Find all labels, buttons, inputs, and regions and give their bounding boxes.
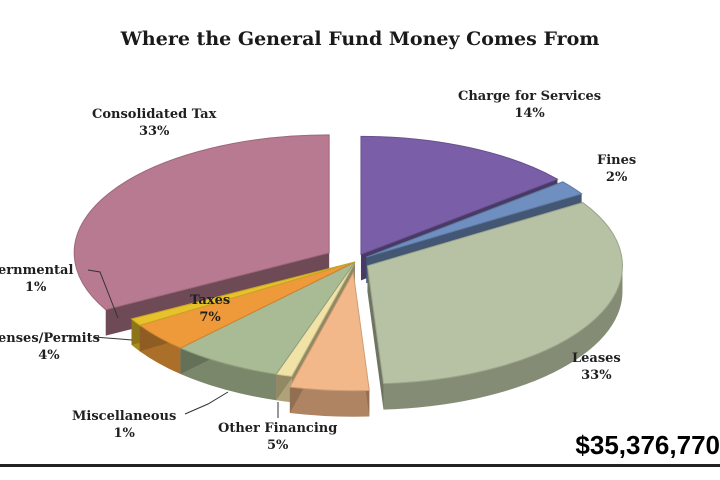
slice-charge-for-services — [360, 135, 559, 256]
label-intergovernmental-pct: 1% — [25, 280, 47, 295]
slice-side-other-financing — [289, 387, 370, 417]
label-fines-pct: 2% — [605, 170, 628, 185]
label-charge-for-services-name: Charge for Services — [458, 89, 602, 104]
slice-side-leases — [383, 265, 623, 410]
label-leases: Leases 33% — [572, 350, 621, 384]
label-licenses-permits-name: enses/Permits — [0, 331, 100, 346]
label-taxes-pct: 7% — [199, 310, 221, 325]
label-other-financing-pct: 5% — [266, 438, 289, 453]
slice-consolidated-tax — [73, 134, 330, 311]
label-miscellaneous-name: Miscellaneous — [72, 409, 177, 424]
label-consolidated-tax: Consolidated Tax 33% — [92, 106, 216, 140]
label-taxes: Taxes 7% — [190, 292, 230, 326]
label-charge-for-services-pct: 14% — [514, 106, 545, 121]
label-other-financing: Other Financing 5% — [218, 420, 337, 454]
label-intergovernmental: ernmental 1% — [0, 262, 73, 296]
leader-intergovernmental — [87, 269, 119, 319]
bottom-rule — [0, 464, 720, 467]
label-taxes-name: Taxes — [190, 293, 231, 308]
label-licenses-permits-pct: 4% — [38, 348, 60, 363]
label-consolidated-tax-pct: 33% — [138, 124, 170, 139]
leader-licenses-permits — [93, 336, 133, 341]
label-consolidated-tax-name: Consolidated Tax — [92, 107, 217, 122]
chart-title: Where the General Fund Money Comes From — [120, 28, 600, 50]
slice-other-financing — [289, 271, 370, 392]
slice-intergovernmental — [130, 261, 356, 326]
slice-taxes — [179, 261, 356, 375]
label-licenses-permits: enses/Permits 4% — [0, 330, 100, 364]
label-miscellaneous: Miscellaneous 1% — [72, 408, 176, 442]
label-intergovernmental-name: ernmental — [0, 263, 74, 278]
label-other-financing-name: Other Financing — [218, 421, 338, 436]
slice-fines — [366, 181, 583, 258]
label-leases-name: Leases — [572, 351, 621, 366]
label-fines-name: Fines — [597, 153, 637, 168]
slice-leases — [366, 202, 623, 385]
total-amount: $35,376,770 — [575, 430, 720, 460]
leader-miscellaneous — [184, 391, 229, 415]
label-miscellaneous-pct: 1% — [113, 426, 135, 441]
slice-face-leases-1 — [367, 265, 384, 410]
label-charge-for-services: Charge for Services 14% — [458, 88, 601, 122]
label-fines: Fines 2% — [597, 152, 636, 186]
label-leases-pct: 33% — [581, 368, 612, 383]
